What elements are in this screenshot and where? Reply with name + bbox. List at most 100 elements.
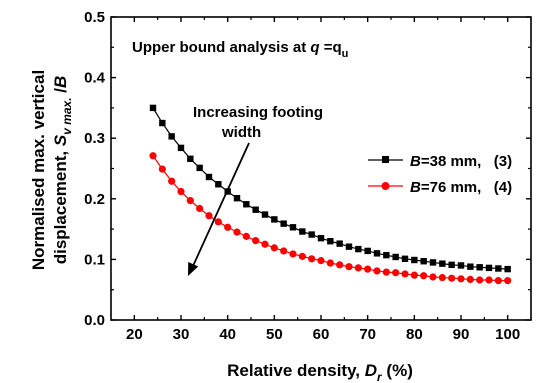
data-point [410, 271, 418, 279]
data-point [494, 277, 502, 285]
data-point [326, 259, 334, 267]
x-tick-label: 90 [453, 326, 470, 343]
data-point [289, 250, 297, 258]
data-point [420, 272, 428, 280]
data-point [187, 155, 194, 163]
data-point [243, 201, 250, 208]
data-point [336, 261, 344, 269]
annotation-line-2: width [221, 124, 261, 141]
x-axis-title: Relative density, Dr (%) [227, 361, 413, 383]
data-point [345, 263, 353, 271]
data-point [205, 173, 213, 181]
data-point [299, 228, 306, 235]
data-point [233, 194, 241, 202]
data-point [504, 277, 512, 285]
data-point [168, 133, 175, 140]
data-point [159, 119, 166, 127]
x-tick-label: 50 [266, 326, 283, 343]
data-point [438, 273, 446, 282]
data-point [280, 220, 287, 227]
data-point [149, 104, 157, 112]
x-tick-label: 30 [173, 326, 190, 343]
annotation-arrow [188, 142, 250, 276]
data-point [186, 197, 194, 205]
data-point [485, 276, 493, 284]
legend-label-b38: B=38 mm, (3) [410, 153, 512, 170]
data-point [448, 274, 456, 282]
data-point [401, 270, 409, 278]
data-point [149, 152, 157, 160]
y-axis-title: Normalised max. vertical displacement, S… [29, 70, 74, 270]
legend: B=38 mm, (3) B=76 mm, (4) [368, 153, 512, 196]
data-point [373, 250, 381, 257]
data-point [261, 211, 269, 218]
data-point [355, 245, 362, 253]
data-point [205, 212, 213, 220]
data-point [215, 181, 222, 188]
data-point [467, 263, 474, 270]
axis-ticks: 20 30 40 50 60 70 80 90 100 0.0 0.1 0.2 0.3 0.4 0.5 [84, 9, 532, 343]
data-point [476, 264, 483, 271]
data-point [158, 165, 166, 173]
data-point [168, 177, 176, 185]
y-tick-label: 0.5 [84, 9, 105, 26]
x-tick-label: 60 [313, 326, 330, 343]
y-axis-title-line-2: displacement, Sv max. /B [51, 76, 74, 265]
data-point [317, 234, 325, 242]
data-point [429, 273, 437, 281]
data-point [289, 224, 297, 231]
data-point [336, 240, 343, 247]
data-point [298, 252, 306, 260]
data-point [364, 247, 371, 255]
data-point [317, 257, 325, 265]
data-point [242, 232, 250, 240]
data-point [401, 255, 409, 262]
data-point [392, 253, 399, 261]
data-point [214, 218, 222, 226]
data-point [345, 243, 353, 250]
data-point [261, 240, 269, 248]
data-point [271, 216, 278, 223]
y-tick-label: 0.4 [84, 70, 106, 87]
legend-entry-b38: B=38 mm, (3) [368, 153, 512, 170]
data-point [466, 275, 474, 283]
y-axis-title-line-1: Normalised max. vertical [29, 70, 48, 270]
y-tick-label: 0.3 [84, 130, 105, 147]
data-point [280, 247, 288, 255]
data-point [252, 237, 260, 245]
x-tick-label: 80 [406, 326, 423, 343]
data-point [429, 259, 437, 266]
data-point [457, 275, 465, 283]
legend-label-b76: B=76 mm, (4) [410, 179, 512, 196]
data-point [177, 144, 185, 152]
data-point [392, 269, 400, 277]
series-b38 [149, 104, 511, 273]
data-point [196, 204, 204, 213]
data-point [411, 256, 418, 264]
x-tick-label: 100 [495, 326, 520, 343]
data-point [224, 223, 232, 231]
chart-title: Upper bound analysis at q =qu [132, 39, 348, 60]
data-point [485, 264, 493, 272]
x-tick-label: 20 [126, 326, 143, 343]
data-point [354, 264, 362, 272]
data-point [439, 260, 446, 267]
data-point [364, 265, 372, 273]
data-point [233, 228, 241, 236]
data-point [495, 265, 502, 272]
y-tick-label: 0.1 [84, 251, 105, 268]
data-point [327, 238, 334, 245]
data-point [196, 164, 203, 172]
data-point [270, 244, 278, 252]
data-point [420, 258, 427, 265]
data-point [308, 255, 316, 263]
data-point [476, 276, 484, 284]
data-point [383, 251, 390, 259]
series-b76 [149, 152, 512, 285]
y-tick-label: 0.0 [84, 312, 105, 329]
x-tick-label: 40 [219, 326, 236, 343]
data-point [504, 265, 511, 273]
data-point [308, 231, 315, 238]
data-point [448, 261, 455, 269]
